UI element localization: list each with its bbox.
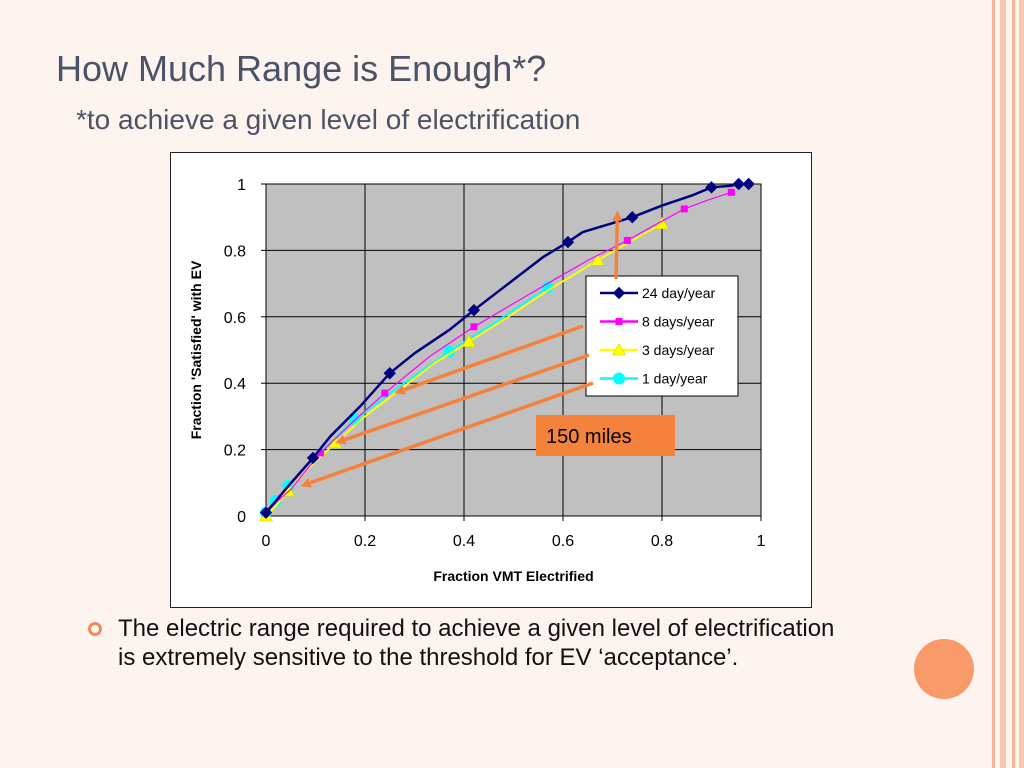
y-tick-label: 0.8 xyxy=(224,243,246,260)
x-tick-label: 0.2 xyxy=(354,533,376,550)
annotation-arrow-2 xyxy=(344,353,590,442)
annotation-arrow-1 xyxy=(403,324,584,392)
slide-title: How Much Range is Enough*? xyxy=(56,48,547,89)
bullet-text: The electric range required to achieve a… xyxy=(118,615,835,671)
slide-subtitle: *to achieve a given level of electrifica… xyxy=(76,104,581,135)
plot-border xyxy=(265,183,762,517)
data-point-2-8 xyxy=(462,334,476,347)
legend-swatch-marker-3 xyxy=(613,372,625,385)
range-chart: 0 0.2 0.4 0.6 0.8 1 0 0.2 0.4 0.6 0.8 1 Fraction VMT… xyxy=(188,177,766,584)
y-tick-label: 0.2 xyxy=(224,443,246,460)
data-point-0-18 xyxy=(732,177,745,191)
legend-entry: 8 days/year xyxy=(642,314,715,330)
data-point-0-19 xyxy=(742,177,755,191)
y-tick-label: 0.4 xyxy=(224,376,246,393)
decor-stripe-4 xyxy=(1019,0,1024,768)
chart-frame: 0 0.2 0.4 0.6 0.8 1 0 0.2 0.4 0.6 0.8 1 Fraction VMT… xyxy=(170,152,812,608)
data-point-0-0 xyxy=(259,506,273,519)
data-point-1-11 xyxy=(623,236,631,244)
x-tick-label: 1 xyxy=(757,533,766,550)
annotation-arrowhead-1 xyxy=(394,385,406,395)
y-tick-label: 0 xyxy=(237,509,246,526)
y-tick-label: 1 xyxy=(237,177,246,194)
data-point-1-5 xyxy=(381,389,389,397)
y-axis-label: Fraction 'Satisfied' with EV xyxy=(188,260,204,439)
data-point-0-5 xyxy=(383,367,396,380)
legend-entry: 24 day/year xyxy=(642,285,715,301)
x-tick-label: 0.4 xyxy=(453,533,475,550)
annotation-arrowhead-2 xyxy=(335,434,347,445)
data-point-2-11 xyxy=(590,253,605,266)
x-tick-label: 0.8 xyxy=(651,533,673,550)
legend-swatch-marker-1 xyxy=(615,318,623,325)
legend-swatch-marker-2 xyxy=(612,342,626,356)
annotation-text: 150 miles xyxy=(546,426,632,448)
data-point-3-8 xyxy=(542,280,555,293)
annotation-arrowhead-0 xyxy=(612,210,623,221)
data-point-3-6 xyxy=(443,345,456,358)
decor-circle xyxy=(914,639,974,699)
decor-stripe-1 xyxy=(992,0,995,768)
legend-entry: 1 day/year xyxy=(642,371,708,387)
series-line-1 xyxy=(265,191,732,514)
data-point-0-8 xyxy=(467,303,481,317)
annotation-arrow-3 xyxy=(309,381,594,485)
bullet-item: The electric range required to achieve a… xyxy=(88,614,848,672)
x-axis-label: Fraction VMT Electrified xyxy=(433,568,593,584)
decor-stripe-3 xyxy=(1012,0,1015,768)
annotation-box xyxy=(536,415,675,456)
legend-entry: 3 days/year xyxy=(642,342,715,358)
bullet-marker-icon xyxy=(88,622,102,636)
data-point-0-11 xyxy=(561,235,575,249)
data-point-0-16 xyxy=(705,181,718,194)
legend-swatch-marker-0 xyxy=(612,286,626,300)
decor-stripe-2 xyxy=(1000,0,1006,768)
annotation-arrow-0 xyxy=(614,220,619,280)
annotation-arrowhead-3 xyxy=(300,478,312,488)
x-tick-label: 0.6 xyxy=(552,533,574,550)
data-point-1-15 xyxy=(727,188,735,196)
x-tick-label: 0 xyxy=(262,533,271,550)
data-point-1-7 xyxy=(470,323,478,331)
data-point-1-13 xyxy=(680,205,688,213)
y-tick-label: 0.6 xyxy=(224,310,246,327)
data-point-0-2 xyxy=(306,451,320,465)
data-point-0-13 xyxy=(626,210,639,224)
legend-box xyxy=(585,275,739,397)
data-point-1-3 xyxy=(316,449,324,457)
